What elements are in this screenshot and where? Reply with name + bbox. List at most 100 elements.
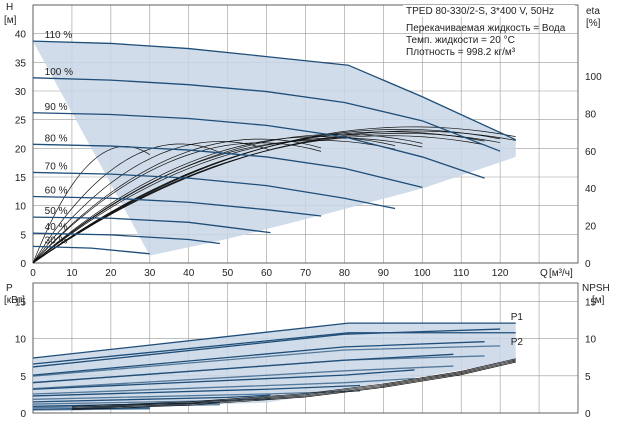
head-curve (32, 40, 516, 141)
power-curve (32, 369, 415, 390)
power-curve (32, 407, 150, 410)
power-curve-label: P1 (511, 312, 524, 323)
efficiency-curve (32, 137, 423, 264)
power-curve (32, 377, 415, 395)
y2-axis-unit: [%] (586, 18, 601, 29)
x-tick-label: 40 (183, 268, 195, 279)
head-curve (32, 77, 501, 152)
head-curve-label: 100 % (45, 67, 73, 78)
npsh-tick-label: 15 (585, 298, 597, 309)
top-head-curves: 110 % 100 % 90 % 80 % 70 % 60 % 50 % 40 % 30 % (32, 30, 516, 255)
power-curve-label: P2 (511, 337, 524, 348)
y-tick-label: 20 (15, 144, 27, 155)
y2-tick-label: 60 (585, 147, 597, 158)
power-curve (32, 345, 501, 377)
info-line-3: Плотность = 998.2 кг/м³ (406, 47, 516, 58)
efficiency-curve (32, 135, 485, 264)
x-tick-label: 0 (30, 268, 36, 279)
y2-tick-label: 100 (585, 72, 602, 83)
info-line-1: Перекачиваемая жидкость = Вода (406, 23, 566, 34)
y-tick-label: 10 (15, 202, 27, 213)
efficiency-curve (32, 131, 485, 264)
head-curve-label: 90 % (45, 102, 68, 113)
head-curve-label: 70 % (45, 161, 68, 172)
npsh-tick-label: 5 (585, 372, 591, 383)
y2-tick-label: 80 (585, 109, 597, 120)
efficiency-curve (32, 140, 396, 264)
power-curve (32, 408, 150, 411)
x-tick-label: 90 (378, 268, 390, 279)
chart-title: TPED 80-330/2-S, 3*400 V, 50Hz (406, 6, 554, 17)
power-tick-label: 0 (20, 409, 26, 420)
x-tick-label: 50 (222, 268, 234, 279)
head-curve-label: 40 % (45, 222, 68, 233)
efficiency-curve (32, 133, 423, 264)
head-curve-label: 60 % (45, 185, 68, 196)
power-curve-p1 (32, 322, 516, 359)
head-curve-label: 110 % (45, 30, 73, 41)
power-curve (32, 353, 454, 384)
y-tick-label: 15 (15, 173, 27, 184)
head-curve-label: 50 % (45, 206, 68, 217)
y-tick-label: 35 (15, 58, 27, 69)
head-curve (32, 195, 322, 217)
head-curve-label: 80 % (45, 133, 68, 144)
npsh-tick-label: 10 (585, 335, 597, 346)
x-tick-label: 80 (339, 268, 351, 279)
y2-tick-label: 40 (585, 184, 597, 195)
y-tick-label: 30 (15, 87, 27, 98)
npsh-axis-unit: [м] (592, 295, 605, 306)
head-curve (32, 216, 271, 234)
x-tick-label: 30 (144, 268, 156, 279)
x-tick-label: 120 (492, 268, 509, 279)
y-tick-label: 0 (20, 259, 26, 270)
bottom-power-curves: P1 P2 (32, 312, 524, 411)
head-curve (32, 245, 150, 255)
power-curve (32, 365, 454, 390)
x-tick-label: 100 (414, 268, 431, 279)
head-curve (32, 112, 485, 179)
power-axis-label: P (6, 283, 13, 294)
npsh-axis-label: NPSH (582, 283, 610, 294)
x-tick-label: 110 (453, 268, 469, 279)
power-curve (32, 328, 501, 368)
npsh-curve (71, 359, 516, 408)
npsh-curve (71, 358, 516, 407)
top-plot-frame (32, 4, 579, 264)
npsh-tick-label: 0 (585, 409, 591, 420)
bottom-axis-ticks: 0 5 10 15 0 5 10 15 (15, 298, 597, 420)
power-curve-p2 (32, 332, 516, 365)
head-curve (32, 143, 423, 188)
x-tick-label: 10 (66, 268, 78, 279)
y-tick-label: 40 (15, 30, 27, 41)
y-axis-label: H (6, 2, 13, 13)
head-curve (32, 171, 396, 210)
npsh-curve (71, 360, 516, 409)
power-curve (32, 384, 361, 397)
x-axis-label: Q (540, 268, 548, 279)
head-curve (32, 232, 220, 245)
power-tick-label: 10 (15, 335, 27, 346)
npsh-curve (71, 361, 516, 411)
x-tick-label: 70 (300, 268, 312, 279)
power-tick-label: 15 (15, 298, 27, 309)
power-axis-unit: [кВт] (4, 295, 25, 306)
y-tick-label: 25 (15, 116, 27, 127)
bottom-plot-frame (32, 282, 579, 414)
head-curve-label: 30 % (45, 235, 68, 246)
y2-axis-label: eta (586, 6, 600, 17)
efficiency-curve (32, 138, 322, 264)
y-axis-unit: [м] (4, 15, 17, 26)
efficiency-curve (32, 136, 396, 264)
power-curve (32, 394, 271, 403)
x-axis-unit: [м³/ч] (549, 268, 573, 279)
x-tick-label: 20 (105, 268, 117, 279)
y2-tick-label: 0 (585, 259, 591, 270)
x-tick-label: 60 (261, 268, 273, 279)
title-box (403, 5, 575, 17)
y2-tick-label: 20 (585, 222, 597, 233)
power-curve (32, 341, 485, 376)
top-axis-ticks: 0 10 20 30 40 50 60 70 80 90 100 110 120 0 5 10 15 20 25 30… (15, 30, 602, 279)
info-line-2: Темп. жидкости = 20 °C (406, 35, 515, 46)
